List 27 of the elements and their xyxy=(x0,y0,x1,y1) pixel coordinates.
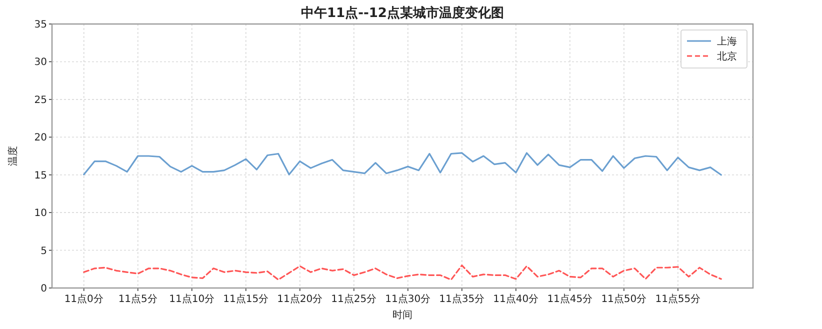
x-tick-label: 11点15分 xyxy=(223,293,269,305)
y-tick-label: 10 xyxy=(34,208,47,220)
y-tick-label: 5 xyxy=(40,246,47,257)
x-tick-label: 11点10分 xyxy=(169,293,215,305)
y-tick-label: 30 xyxy=(34,57,47,68)
y-tick-label: 0 xyxy=(40,284,47,294)
x-tick-label: 11点5分 xyxy=(118,293,158,305)
x-tick-label: 11点55分 xyxy=(655,293,701,305)
x-axis-title: 时间 xyxy=(392,309,412,321)
x-tick-label: 11点45分 xyxy=(547,293,593,305)
x-tick-label: 11点0分 xyxy=(64,293,104,305)
line-series xyxy=(83,152,722,176)
line-series xyxy=(83,264,722,280)
legend-label: 上海 xyxy=(717,36,737,48)
x-tick-label: 11点20分 xyxy=(277,293,323,305)
x-tick-label: 11点40分 xyxy=(493,293,539,305)
chart-title: 中午11点--12点某城市温度变化图 xyxy=(301,5,504,21)
x-tick-label: 11点50分 xyxy=(601,293,647,305)
y-tick-label: 15 xyxy=(34,170,47,182)
y-tick-label: 25 xyxy=(34,94,47,106)
y-axis-title: 温度 xyxy=(7,146,19,166)
x-tick-label: 11点25分 xyxy=(331,293,377,305)
y-tick-label: 35 xyxy=(34,20,47,30)
legend-label: 北京 xyxy=(717,50,737,62)
x-tick-label: 11点30分 xyxy=(385,293,431,305)
x-tick-label: 11点35分 xyxy=(439,293,485,305)
y-tick-label: 20 xyxy=(34,132,47,144)
